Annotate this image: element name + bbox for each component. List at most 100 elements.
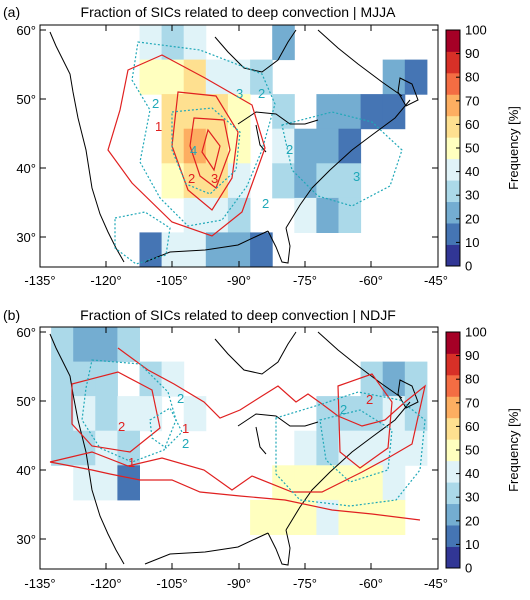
colorbar-tick-label: 30 bbox=[465, 490, 479, 505]
panel-b-xtick-75: -75° bbox=[293, 576, 317, 591]
panel-a-red-contour-4 bbox=[201, 128, 221, 172]
panel-b-heatmap-cells bbox=[51, 327, 428, 535]
panel-b-newfoundland bbox=[397, 379, 419, 409]
panel-b-red-contours bbox=[49, 347, 426, 521]
heatmap-cell bbox=[95, 465, 118, 501]
heatmap-cell bbox=[316, 499, 339, 535]
colorbar-segment bbox=[446, 180, 460, 203]
panel-b-cyan-contour-east-inner bbox=[319, 409, 393, 483]
heatmap-cell bbox=[404, 430, 428, 466]
panel-a-east-coast bbox=[285, 99, 411, 229]
panel-b-contour-labels: 2 1 1 2 2 2 2 bbox=[118, 391, 373, 470]
colorbar-a-label: Frequency [%] bbox=[506, 106, 521, 190]
panel-a-red-contour-3 bbox=[189, 117, 231, 189]
panel-a-red-contours bbox=[107, 54, 266, 237]
panel-b-xtick-90: -90° bbox=[227, 576, 251, 591]
colorbar-tick-label: 0 bbox=[465, 561, 472, 576]
panel-b-us-south-coast bbox=[144, 532, 269, 565]
heatmap-cell bbox=[51, 361, 74, 397]
heatmap-cell bbox=[382, 499, 406, 535]
panel-a-cyan-contour-outer bbox=[131, 41, 276, 227]
heatmap-cell bbox=[338, 465, 362, 501]
colorbar-segment bbox=[446, 482, 460, 505]
heatmap-cell bbox=[139, 59, 163, 95]
heatmap-cell bbox=[338, 163, 362, 199]
heatmap-cell bbox=[205, 59, 229, 95]
heatmap-cell bbox=[382, 361, 406, 397]
heatmap-cell bbox=[338, 197, 362, 233]
heatmap-cell bbox=[95, 327, 118, 363]
panel-b-ytick-60: 60° bbox=[16, 325, 36, 340]
colorbar-tick-label: 90 bbox=[465, 348, 479, 363]
heatmap-cell bbox=[250, 232, 273, 267]
colorbar-segment bbox=[446, 439, 460, 462]
panel-b-y-tick-labels: 60° 50° 40° 30° bbox=[16, 325, 36, 547]
heatmap-cell bbox=[227, 163, 251, 199]
colorbar-segment bbox=[446, 546, 460, 569]
colorbar-tick-label: 70 bbox=[465, 395, 479, 410]
panel-a-xtick-75: -75° bbox=[293, 273, 317, 288]
panel-a-cyan-contour-east bbox=[281, 111, 403, 207]
colorbar-tick-label: 80 bbox=[465, 372, 479, 387]
panel-a-newfoundland bbox=[397, 77, 419, 107]
heatmap-cell bbox=[294, 197, 317, 233]
colorbar-tick-label: 10 bbox=[465, 235, 479, 250]
heatmap-cell bbox=[382, 396, 406, 432]
colorbar-segment bbox=[446, 353, 460, 376]
panel-a-title: Fraction of SICs related to deep convect… bbox=[81, 4, 397, 20]
panel-b-ytick-50: 50° bbox=[16, 394, 36, 409]
heatmap-cell bbox=[316, 396, 339, 432]
panel-a-red-label-2: 2 bbox=[188, 171, 195, 186]
panel-a-red-contour-1 bbox=[107, 54, 266, 237]
heatmap-cell bbox=[227, 94, 251, 130]
panel-b-ytick-40: 40° bbox=[16, 463, 36, 478]
heatmap-cell bbox=[360, 465, 384, 501]
panel-a-cyan-label-2d: 2 bbox=[262, 196, 269, 211]
heatmap-cell bbox=[294, 128, 317, 164]
colorbar-tick-label: 60 bbox=[465, 419, 479, 434]
heatmap-cell bbox=[360, 361, 384, 397]
heatmap-cell bbox=[205, 197, 229, 233]
panel-b: (b) Fraction of SICs related to deep con… bbox=[3, 307, 448, 591]
heatmap-cell bbox=[338, 499, 362, 535]
colorbar-segment bbox=[446, 460, 460, 483]
heatmap-cell bbox=[183, 25, 207, 61]
panel-a-red-label-3: 3 bbox=[211, 171, 218, 186]
panel-a-heatmap-cells bbox=[139, 25, 428, 267]
heatmap-cell bbox=[227, 128, 251, 164]
panel-a-xtick-120: -120° bbox=[90, 273, 121, 288]
heatmap-cell bbox=[139, 361, 163, 397]
colorbar-tick-label: 100 bbox=[465, 325, 487, 340]
heatmap-cell bbox=[382, 59, 406, 95]
heatmap-cell bbox=[404, 59, 428, 95]
heatmap-cell bbox=[294, 465, 317, 501]
heatmap-cell bbox=[360, 499, 384, 535]
heatmap-cell bbox=[51, 396, 74, 432]
heatmap-cell bbox=[183, 396, 207, 432]
heatmap-cell bbox=[316, 163, 339, 199]
panel-b-lake-michigan bbox=[255, 426, 267, 455]
colorbar-tick-label: 60 bbox=[465, 117, 479, 132]
colorbar-segment bbox=[446, 201, 460, 224]
colorbar-segment bbox=[446, 30, 460, 52]
colorbar-segment bbox=[446, 332, 460, 354]
panel-b-cyan-label-2c: 2 bbox=[340, 402, 347, 417]
panel-a-xtick-60: -60° bbox=[359, 273, 383, 288]
heatmap-cell bbox=[227, 232, 251, 267]
panel-b-xtick-45: -45° bbox=[424, 576, 448, 591]
panel-a-contour-labels: 1 2 3 2 3 2 4 2 3 2 bbox=[152, 86, 360, 211]
panel-a-coastlines bbox=[49, 29, 419, 264]
panel-b-great-lakes bbox=[237, 413, 319, 427]
heatmap-cell bbox=[205, 128, 229, 164]
heatmap-cell bbox=[272, 465, 295, 501]
heatmap-cell bbox=[117, 430, 140, 466]
heatmap-cell bbox=[338, 396, 362, 432]
colorbar-tick-label: 10 bbox=[465, 537, 479, 552]
panel-b-cyan-label-2b: 2 bbox=[182, 436, 189, 451]
panel-b-red-contour-south bbox=[49, 461, 421, 521]
heatmap-cell bbox=[161, 232, 185, 267]
panel-b-ticks bbox=[39, 327, 439, 569]
panel-a: (a) Fraction of SICs related to deep con… bbox=[3, 4, 448, 288]
panel-b-cyan-contours bbox=[81, 359, 426, 507]
